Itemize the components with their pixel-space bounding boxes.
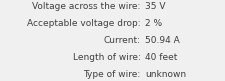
Text: unknown: unknown xyxy=(145,70,186,79)
Text: Voltage across the wire:: Voltage across the wire: xyxy=(32,2,141,11)
Text: 40 feet: 40 feet xyxy=(145,53,178,62)
Text: Type of wire:: Type of wire: xyxy=(83,70,141,79)
Text: 35 V: 35 V xyxy=(145,2,166,11)
Text: 50.94 A: 50.94 A xyxy=(145,36,180,45)
Text: 2 %: 2 % xyxy=(145,19,162,28)
Text: Acceptable voltage drop:: Acceptable voltage drop: xyxy=(27,19,141,28)
Text: Length of wire:: Length of wire: xyxy=(73,53,141,62)
Text: Current:: Current: xyxy=(104,36,141,45)
